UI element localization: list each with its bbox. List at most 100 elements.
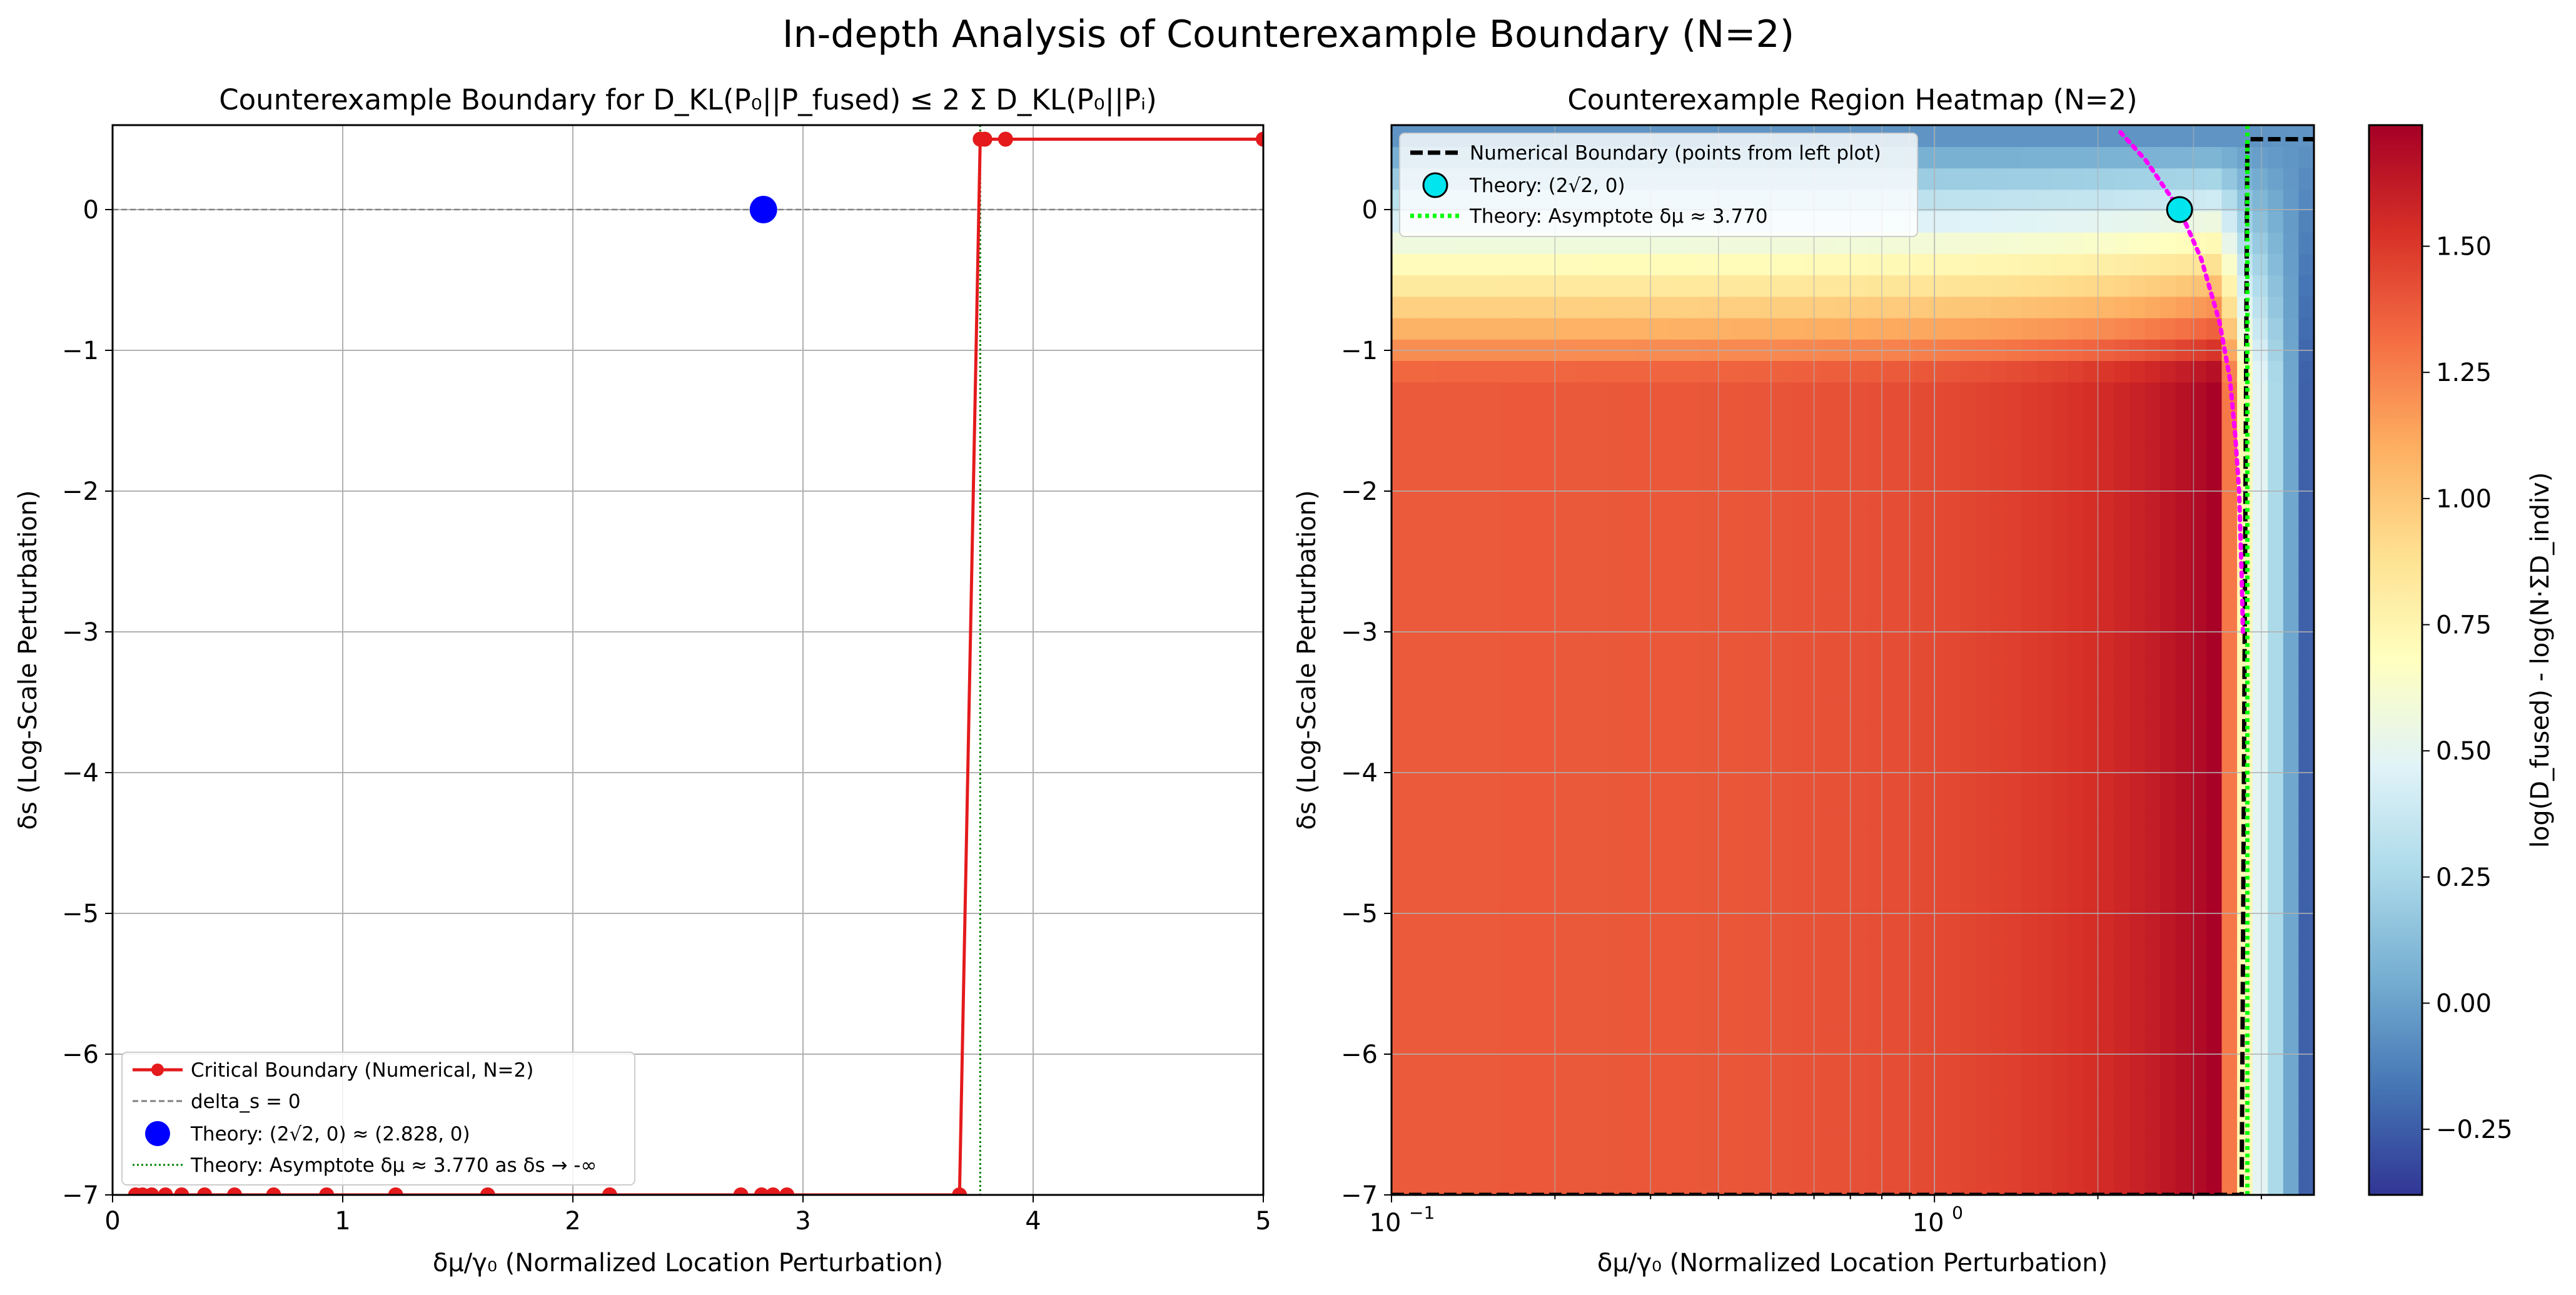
heatmap-cell — [2068, 852, 2084, 875]
heatmap-cell — [1652, 874, 1669, 896]
heatmap-cell — [1422, 510, 1438, 532]
heatmap-cell — [2206, 382, 2223, 404]
heatmap-cell — [2006, 446, 2023, 468]
heatmap-cell — [1945, 553, 1961, 575]
heatmap-cell — [2283, 852, 2300, 875]
heatmap-cell — [2298, 810, 2314, 832]
heatmap-cell — [2037, 831, 2053, 853]
colorbar-gradient — [2368, 124, 2423, 1196]
heatmap-cell — [1560, 489, 1577, 511]
right-x-axis-label: δμ/γ₀ (Normalized Location Perturbation) — [1597, 1249, 2108, 1277]
heatmap-cell — [1745, 403, 1761, 425]
heatmap-cell — [1407, 681, 1423, 704]
heatmap-cell — [1914, 360, 1931, 383]
heatmap-cell — [1837, 531, 1854, 554]
heatmap-cell — [1837, 1173, 1854, 1195]
heatmap-cell — [1852, 638, 1869, 661]
heatmap-cell — [2268, 917, 2284, 939]
heatmap-cell — [2283, 1045, 2300, 1067]
heatmap-cell — [1576, 852, 1592, 875]
heatmap-cell — [1714, 296, 1730, 318]
heatmap-cell — [1883, 810, 1900, 832]
heatmap-cell — [1407, 1173, 1423, 1195]
heatmap-cell — [2221, 146, 2238, 169]
heatmap-cell — [2129, 1109, 2146, 1132]
heatmap-cell — [2114, 959, 2130, 982]
heatmap-cell — [1976, 574, 1992, 597]
heatmap-cell — [1822, 638, 1838, 661]
heatmap-cell — [2221, 767, 2238, 789]
heatmap-cell — [1775, 767, 1792, 789]
heatmap-cell — [1468, 917, 1485, 939]
heatmap-cell — [1668, 745, 1684, 768]
heatmap-cell — [2268, 125, 2284, 147]
heatmap-cell — [1560, 1023, 1577, 1046]
heatmap-cell — [2298, 1173, 2314, 1195]
heatmap-cell — [1684, 1152, 1700, 1174]
heatmap-cell — [1483, 446, 1500, 468]
heatmap-cell — [1407, 1066, 1423, 1089]
heatmap-cell — [1729, 382, 1746, 404]
heatmap-cell — [2021, 681, 2038, 704]
heatmap-cell — [1745, 446, 1761, 468]
heatmap-cell — [1929, 1152, 1946, 1174]
heatmap-cell — [2021, 275, 2038, 297]
heatmap-cell — [1745, 874, 1761, 896]
heatmap-cell — [2083, 1002, 2099, 1025]
heatmap-cell — [1960, 660, 1976, 682]
heatmap-cell — [1976, 917, 1992, 939]
heatmap-cell — [1852, 403, 1869, 425]
heatmap-cell — [1392, 1152, 1408, 1174]
heatmap-cell — [1729, 1066, 1746, 1089]
heatmap-cell — [1806, 424, 1823, 447]
heatmap-cell — [1530, 874, 1546, 896]
heatmap-cell — [1576, 596, 1592, 618]
heatmap-cell — [1607, 1109, 1623, 1132]
heatmap-cell — [1852, 360, 1869, 383]
heatmap-cell — [1899, 617, 1915, 639]
heatmap-cell — [2237, 981, 2253, 1003]
boundary-line — [135, 138, 1263, 1195]
heatmap-cell — [1837, 467, 1854, 490]
heatmap-cell — [2206, 210, 2223, 233]
legend-item-boundary: Critical Boundary (Numerical, N=2) — [133, 1059, 533, 1082]
heatmap-cell — [2206, 1130, 2223, 1153]
heatmap-cell — [1684, 489, 1700, 511]
heatmap-cell — [2252, 424, 2269, 447]
heatmap-cell — [2175, 917, 2192, 939]
heatmap-cell — [2053, 1002, 2069, 1025]
heatmap-cell — [2068, 232, 2084, 254]
heatmap-cell — [1760, 745, 1777, 768]
heatmap-cell — [2268, 959, 2284, 982]
heatmap-cell — [2021, 917, 2038, 939]
heatmap-cell — [2129, 681, 2146, 704]
heatmap-cell — [1806, 810, 1823, 832]
heatmap-cell — [1822, 510, 1838, 532]
heatmap-cell — [1745, 253, 1761, 276]
heatmap-cell — [1929, 253, 1946, 276]
heatmap-cell — [1514, 617, 1531, 639]
heatmap-cell — [1422, 917, 1438, 939]
heatmap-cell — [1991, 745, 2008, 768]
heatmap-cell — [1483, 617, 1500, 639]
heatmap-cell — [2053, 660, 2069, 682]
heatmap-cell — [1607, 253, 1623, 276]
heatmap-cell — [1822, 531, 1838, 554]
heatmap-cell — [1407, 959, 1423, 982]
heatmap-cell — [1960, 467, 1976, 490]
heatmap-cell — [1622, 810, 1639, 832]
heatmap-cell — [2114, 296, 2130, 318]
heatmap-cell — [1729, 1152, 1746, 1174]
heatmap-cell — [2160, 424, 2176, 447]
heatmap-cell — [2053, 1045, 2069, 1067]
heatmap-cell — [2175, 638, 2192, 661]
heatmap-cell — [1499, 382, 1515, 404]
heatmap-cell — [1791, 467, 1807, 490]
heatmap-cell — [1607, 403, 1623, 425]
heatmap-cell — [2068, 510, 2084, 532]
heatmap-cell — [1530, 275, 1546, 297]
heatmap-cell — [1576, 467, 1592, 490]
heatmap-cell — [1791, 660, 1807, 682]
heatmap-cell — [1699, 681, 1715, 704]
heatmap-cell — [1407, 874, 1423, 896]
